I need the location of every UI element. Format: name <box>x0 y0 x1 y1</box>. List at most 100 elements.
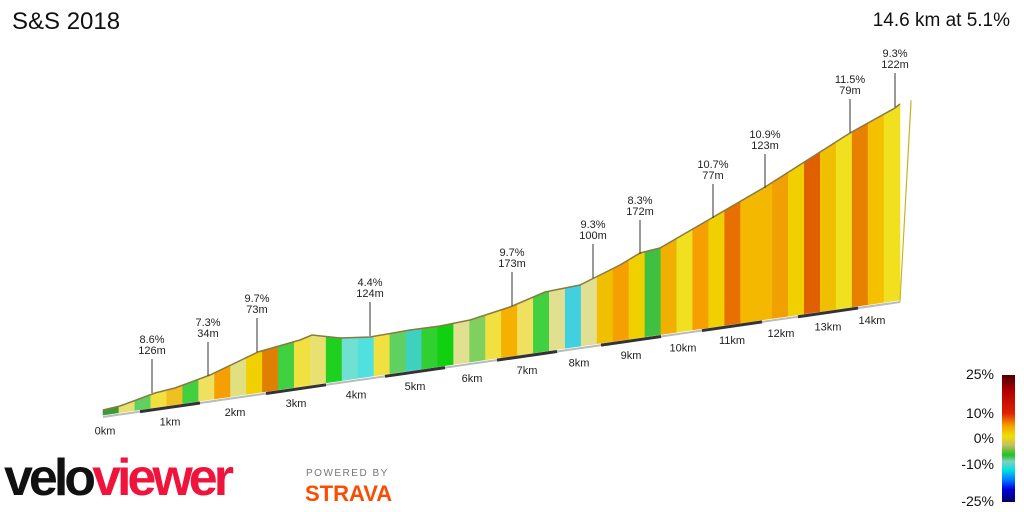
climb-annotations: 8.6%126m7.3%34m9.7%73m4.4%124m9.7%173m9.… <box>138 48 909 393</box>
profile-segment <box>437 322 454 368</box>
climb-grade: 9.3% <box>580 219 605 231</box>
profile-segment <box>373 333 391 377</box>
profile-segment <box>883 103 901 303</box>
km-label: 0km <box>95 426 116 438</box>
profile-segment <box>118 400 136 414</box>
profile-segment <box>628 251 646 340</box>
km-label: 3km <box>286 398 307 410</box>
km-label: 12km <box>768 328 795 340</box>
profile-segment <box>533 290 550 354</box>
profile-segment <box>724 200 741 326</box>
profile-segment <box>357 335 375 379</box>
climb-length: 172m <box>626 206 654 218</box>
legend-label-0: 0% <box>973 430 994 446</box>
km-label: 7km <box>517 365 538 377</box>
profile-segment <box>835 131 853 310</box>
climb-length: 124m <box>356 288 384 300</box>
profile-segment <box>405 328 423 372</box>
profile-segment <box>580 275 598 347</box>
km-label: 1km <box>160 416 181 428</box>
profile-segment <box>772 171 789 319</box>
climb-grade: 8.6% <box>139 334 164 346</box>
profile-segment <box>293 335 311 388</box>
climb-length: 79m <box>839 85 860 97</box>
legend-label-10: 10% <box>965 405 994 421</box>
profile-segment <box>788 161 805 317</box>
profile-segment <box>676 228 694 333</box>
profile-segment <box>214 364 231 400</box>
axis-km-band <box>139 401 201 414</box>
climb-grade: 9.7% <box>244 293 269 305</box>
profile-segment <box>309 335 327 386</box>
gradient-color-legend <box>1002 375 1015 502</box>
profile-segment <box>644 247 662 338</box>
profile-segment <box>851 122 869 308</box>
climb-length: 34m <box>197 328 218 340</box>
strava-logo[interactable]: STRAVA <box>305 481 393 506</box>
route-title: S&S 2018 <box>12 8 121 35</box>
profile-segment <box>867 113 885 305</box>
profile-segment <box>756 181 773 322</box>
legend-label-min: -25% <box>961 493 994 509</box>
profile-segment <box>501 303 518 358</box>
profile-stripes <box>102 103 901 416</box>
axis-km-band <box>496 350 558 362</box>
profile-segment <box>262 345 279 393</box>
km-label: 4km <box>346 389 367 401</box>
profile-segment <box>325 336 343 384</box>
km-label: 5km <box>405 381 426 393</box>
climb-grade: 8.3% <box>627 195 652 207</box>
climb-length: 123m <box>751 140 779 152</box>
profile-segment <box>564 284 582 349</box>
legend-label-max: 25% <box>965 366 994 382</box>
km-label: 13km <box>815 321 842 333</box>
profile-segment <box>421 325 439 370</box>
profile-segment <box>469 314 486 363</box>
route-summary: 14.6 km at 5.1% <box>872 10 1010 31</box>
km-label: 10km <box>670 342 697 354</box>
climb-grade: 4.4% <box>357 277 382 289</box>
powered-by-label: POWERED BY <box>306 468 389 479</box>
climb-length: 173m <box>498 258 526 270</box>
profile-segment <box>612 259 630 342</box>
profile-segment <box>453 319 470 365</box>
km-label: 2km <box>225 407 246 419</box>
profile-segment <box>740 191 757 324</box>
profile-segment <box>246 350 263 395</box>
climb-grade: 11.5% <box>835 74 866 86</box>
climb-grade: 9.3% <box>882 48 907 60</box>
distance-axis: 0km 1km 2km 3km 4km 5km 6km 7km 8km 9km 10km 11km 12… <box>95 301 901 438</box>
climb-length: 77m <box>702 170 723 182</box>
profile-segment <box>708 209 725 328</box>
profile-segment <box>596 267 614 345</box>
climb-length: 73m <box>246 304 267 316</box>
profile-segment <box>549 287 566 351</box>
legend-label-neg10: -10% <box>961 456 994 472</box>
profile-segment <box>692 219 710 331</box>
climb-grade: 10.7% <box>697 159 728 171</box>
climb-grade: 7.3% <box>195 317 220 329</box>
profile-segment <box>660 237 678 335</box>
profile-top-edge <box>102 103 901 411</box>
axis-km-band <box>701 320 763 333</box>
veloviewer-logo[interactable]: veloviewer <box>4 448 234 508</box>
climb-length: 100m <box>579 230 607 242</box>
profile-segment <box>517 296 534 356</box>
km-label: 8km <box>569 357 590 369</box>
logo-velo: velo <box>4 449 96 507</box>
profile-segment <box>804 151 821 315</box>
climb-length: 122m <box>881 59 909 71</box>
profile-segment <box>389 330 407 374</box>
km-label: 11km <box>719 335 745 347</box>
axis-km-band <box>600 335 662 347</box>
climb-length: 126m <box>138 345 166 357</box>
profile-segment <box>819 141 837 312</box>
climb-grade: 10.9% <box>749 129 780 141</box>
profile-end-wall <box>899 99 912 303</box>
axis-km-band <box>797 306 859 319</box>
axis-km-band <box>384 366 446 378</box>
axis-km-band <box>265 383 327 395</box>
logo-viewer: viewer <box>92 449 234 507</box>
climb-grade: 9.7% <box>499 247 524 259</box>
